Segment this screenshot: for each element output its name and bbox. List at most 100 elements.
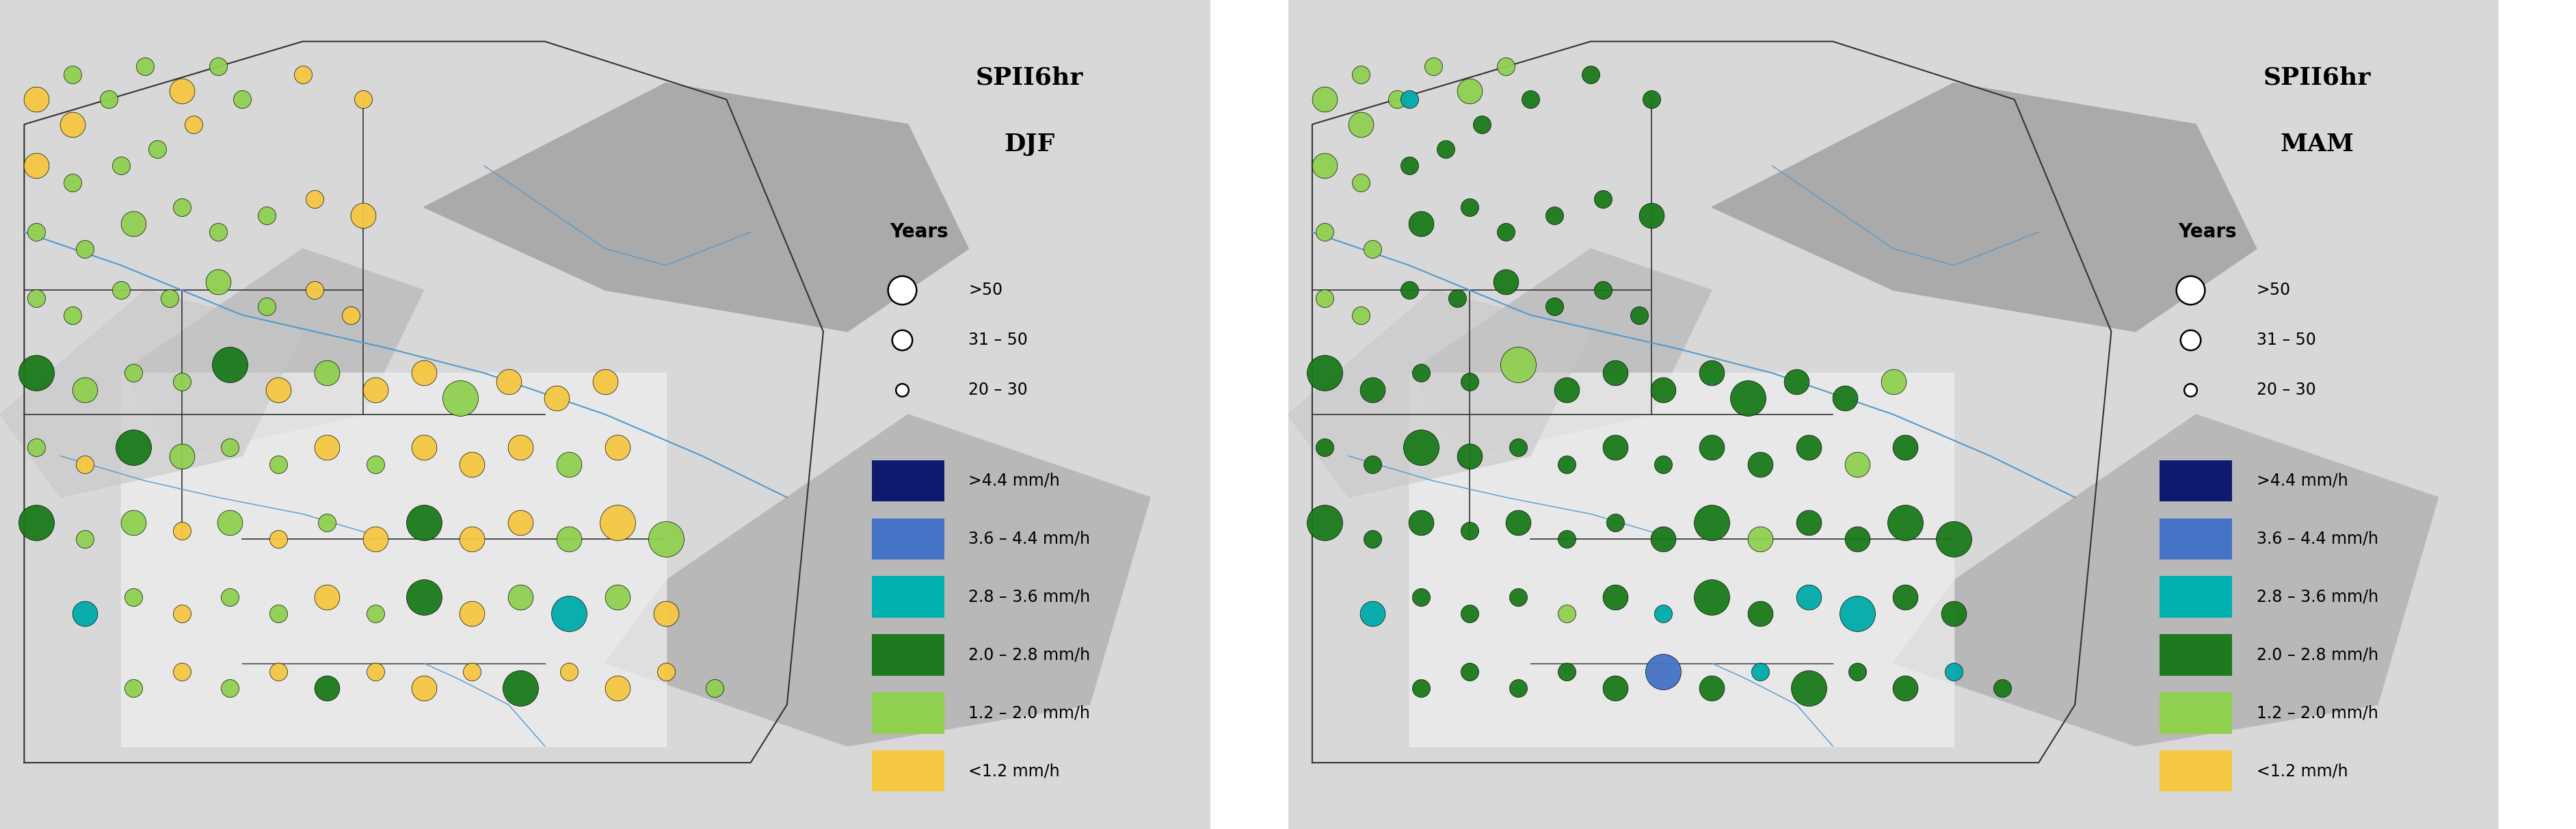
Point <box>549 607 590 620</box>
Point <box>222 93 263 106</box>
Point <box>1886 590 1927 604</box>
Point <box>52 68 93 81</box>
Point <box>1788 441 1829 454</box>
Polygon shape <box>1409 373 1955 746</box>
Point <box>1546 383 1587 396</box>
Text: >50: >50 <box>2257 282 2290 298</box>
Point <box>1425 143 1466 156</box>
Point <box>402 516 443 529</box>
Point <box>647 665 688 678</box>
Point <box>198 60 240 73</box>
Point <box>1690 681 1731 695</box>
Point <box>113 366 155 380</box>
Point <box>2169 383 2210 396</box>
Text: 3.6 – 4.4 mm/h: 3.6 – 4.4 mm/h <box>2257 531 2378 547</box>
Polygon shape <box>121 249 422 456</box>
Point <box>1886 681 1927 695</box>
Point <box>1837 607 1878 620</box>
Point <box>307 516 348 529</box>
Point <box>2169 333 2210 347</box>
Point <box>113 681 155 695</box>
Point <box>881 284 922 297</box>
Point <box>693 681 734 695</box>
Point <box>1340 308 1381 322</box>
Point <box>258 532 299 545</box>
Polygon shape <box>1409 249 1710 456</box>
Point <box>1788 590 1829 604</box>
Point <box>1352 607 1394 620</box>
Point <box>1571 68 1613 81</box>
Point <box>881 333 922 347</box>
Point <box>160 85 201 98</box>
Point <box>1448 607 1489 620</box>
Point <box>88 93 129 106</box>
Point <box>1595 681 1636 695</box>
Point <box>440 391 482 405</box>
Polygon shape <box>422 83 969 332</box>
Point <box>1303 93 1345 106</box>
Point <box>1739 532 1780 545</box>
Text: Years: Years <box>889 222 948 242</box>
Point <box>1837 458 1878 471</box>
Point <box>113 590 155 604</box>
Point <box>1546 532 1587 545</box>
Point <box>1388 93 1430 106</box>
Point <box>598 590 639 604</box>
Point <box>1873 375 1914 388</box>
Point <box>1352 532 1394 545</box>
Point <box>64 532 106 545</box>
Point <box>1739 665 1780 678</box>
Point <box>1643 532 1685 545</box>
Point <box>198 225 240 239</box>
Point <box>598 516 639 529</box>
Point <box>1448 524 1489 537</box>
Text: SPII6hr: SPII6hr <box>976 66 1082 90</box>
Point <box>173 118 214 131</box>
Point <box>500 516 541 529</box>
Point <box>15 292 57 305</box>
Text: 20 – 30: 20 – 30 <box>2257 381 2316 398</box>
Point <box>355 383 397 396</box>
FancyBboxPatch shape <box>2159 460 2233 502</box>
Point <box>487 375 528 388</box>
Point <box>1533 300 1574 313</box>
Point <box>1388 159 1430 172</box>
Point <box>402 681 443 695</box>
Point <box>1981 681 2022 695</box>
Point <box>100 159 142 172</box>
Text: 2.8 – 3.6 mm/h: 2.8 – 3.6 mm/h <box>969 589 1090 605</box>
Point <box>1788 516 1829 529</box>
FancyBboxPatch shape <box>2159 518 2233 560</box>
Point <box>1739 607 1780 620</box>
Point <box>307 590 348 604</box>
Polygon shape <box>121 373 667 746</box>
Text: 31 – 50: 31 – 50 <box>969 332 1028 348</box>
Point <box>451 532 492 545</box>
Point <box>113 441 155 454</box>
Text: 3.6 – 4.4 mm/h: 3.6 – 4.4 mm/h <box>969 531 1090 547</box>
Point <box>1775 375 1816 388</box>
Point <box>549 665 590 678</box>
Text: 2.0 – 2.8 mm/h: 2.0 – 2.8 mm/h <box>969 647 1090 663</box>
Point <box>1448 85 1489 98</box>
Point <box>1837 665 1878 678</box>
Text: 2.8 – 3.6 mm/h: 2.8 – 3.6 mm/h <box>2257 589 2378 605</box>
Point <box>258 607 299 620</box>
Point <box>1728 391 1770 405</box>
Point <box>1340 118 1381 131</box>
Point <box>1340 176 1381 189</box>
Point <box>1886 516 1927 529</box>
Point <box>355 458 397 471</box>
Point <box>307 366 348 380</box>
Text: 2.0 – 2.8 mm/h: 2.0 – 2.8 mm/h <box>2257 647 2378 663</box>
Point <box>15 159 57 172</box>
Point <box>1401 217 1443 230</box>
Point <box>1643 383 1685 396</box>
Polygon shape <box>0 290 304 497</box>
Point <box>1643 458 1685 471</box>
Point <box>402 366 443 380</box>
Point <box>307 441 348 454</box>
Point <box>500 441 541 454</box>
Point <box>160 607 201 620</box>
Point <box>549 458 590 471</box>
